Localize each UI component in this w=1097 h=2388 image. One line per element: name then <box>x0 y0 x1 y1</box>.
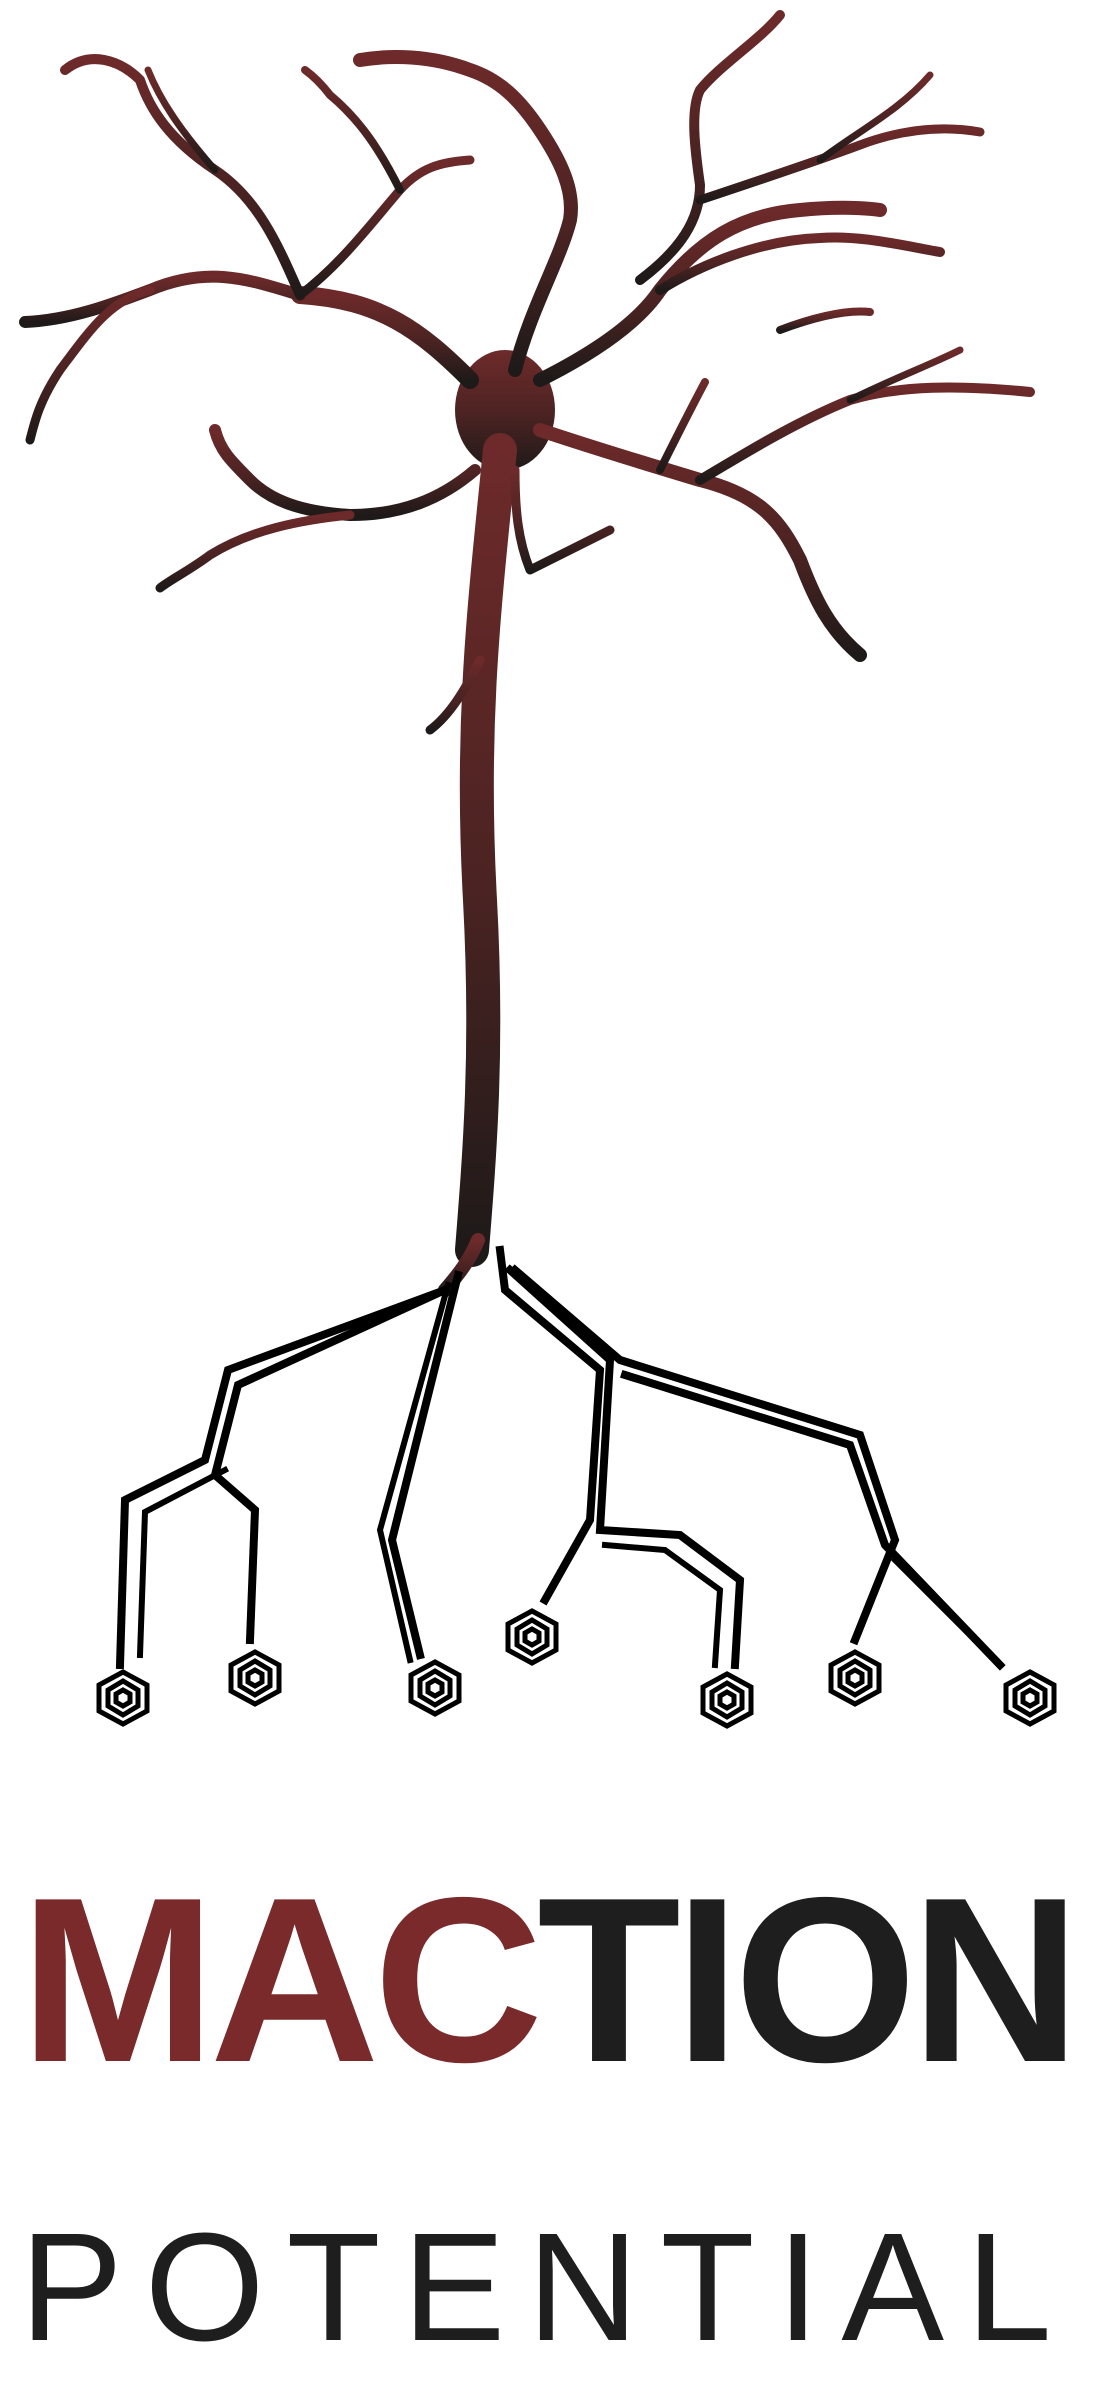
logo-title: MACTION <box>20 1815 1081 2145</box>
logo-subtitle: POTENTIAL <box>20 2201 1074 2373</box>
logo-title-accent: MAC <box>20 1848 543 2111</box>
circuit-roots-icon <box>115 1245 1006 1671</box>
neuron-tree-icon <box>19 10 1035 1297</box>
hexagon-node-icon <box>96 1608 1057 1729</box>
logo-illustration <box>19 10 1057 1729</box>
logo-title-rest: TION <box>537 1848 1080 2111</box>
